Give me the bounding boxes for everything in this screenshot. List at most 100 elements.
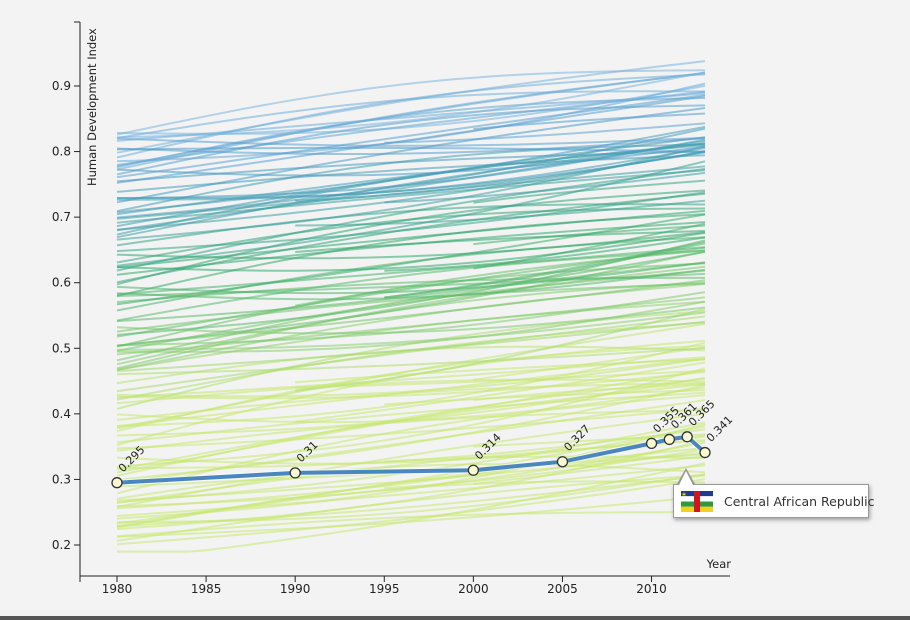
- background-series-line: [116, 231, 706, 260]
- background-series-line: [116, 250, 706, 347]
- y-axis-title: Human Development Index: [85, 28, 99, 186]
- background-series-line: [116, 82, 706, 163]
- background-series-line: [116, 142, 706, 239]
- x-tick-label: 2000: [458, 582, 489, 596]
- background-series-line: [116, 474, 706, 528]
- background-series-line: [116, 279, 706, 347]
- background-series-line: [295, 199, 706, 227]
- y-tick-label: 0.7: [52, 210, 71, 224]
- tooltip-caret-fill: [679, 471, 693, 485]
- background-series-line: [116, 371, 706, 400]
- background-series-line: [116, 347, 706, 376]
- background-series-line: [116, 407, 706, 450]
- country-tooltip: Central African Republic: [673, 484, 874, 518]
- y-tick-label: 0.8: [52, 145, 71, 159]
- x-tick-label: 2010: [636, 582, 667, 596]
- background-series-line: [117, 151, 706, 199]
- highlight-point[interactable]: [645, 437, 658, 450]
- background-series-line: [116, 386, 706, 424]
- background-series-line: [116, 511, 706, 538]
- background-series-line: [116, 320, 706, 373]
- background-series-line: [116, 145, 706, 177]
- x-tick-label: 2005: [547, 582, 578, 596]
- background-series-line: [116, 451, 706, 502]
- y-tick-label: 0.2: [52, 538, 71, 552]
- background-series-line: [116, 315, 706, 393]
- background-series-line: [116, 478, 706, 546]
- background-series-line: [116, 71, 706, 139]
- y-tick-label: 0.6: [52, 276, 71, 290]
- background-series-line: [116, 246, 706, 296]
- background-series-line: [384, 171, 706, 204]
- background-series-line: [116, 428, 706, 470]
- background-series-line: [295, 262, 706, 307]
- x-tick-label: 1995: [369, 582, 400, 596]
- x-tick-label: 1980: [102, 582, 133, 596]
- y-tick-label: 0.5: [52, 341, 71, 355]
- background-series-line: [473, 112, 706, 130]
- tooltip-country-name: Central African Republic: [724, 494, 875, 509]
- background-series-line: [116, 146, 706, 153]
- background-series-line: [116, 382, 706, 421]
- background-series-line: [295, 369, 706, 389]
- background-series-line: [116, 311, 706, 351]
- background-series-line: [116, 71, 706, 167]
- highlight-point[interactable]: [681, 431, 693, 443]
- background-series-line: [116, 495, 706, 538]
- central-african-republic-flag: [681, 491, 713, 512]
- background-series-line: [116, 378, 706, 405]
- background-series-line: [384, 448, 706, 490]
- background-series-line: [116, 272, 706, 298]
- highlight-value-label: 0.31: [294, 438, 321, 465]
- background-series-line: [384, 389, 706, 406]
- background-series-line: [116, 423, 706, 520]
- highlight-point[interactable]: [663, 433, 676, 446]
- background-series-line: [116, 282, 706, 333]
- background-series-line: [116, 268, 706, 301]
- background-series-line: [116, 138, 706, 200]
- highlight-point[interactable]: [289, 467, 301, 479]
- background-series-line: [473, 179, 706, 204]
- background-series-line: [116, 434, 706, 465]
- highlight-point[interactable]: [467, 464, 480, 476]
- background-series-line: [116, 191, 706, 253]
- axes: 0.2 0.3 0.4 0.5 0.6 0.7 0.8 0.9 1980 1985 1990 199…: [52, 21, 732, 596]
- background-series-line: [116, 231, 706, 272]
- background-series-line: [116, 69, 706, 136]
- background-series-line: [473, 455, 706, 485]
- background-series-line: [295, 229, 706, 253]
- background-series-line: [116, 93, 706, 179]
- background-series-line: [295, 361, 706, 423]
- background-series-line: [116, 344, 706, 433]
- background-series-line: [116, 463, 706, 500]
- highlight-point[interactable]: [556, 456, 569, 468]
- background-series-line: [116, 358, 706, 398]
- background-series-line: [116, 384, 706, 481]
- y-tick-label: 0.3: [52, 472, 71, 486]
- background-series-line: [116, 249, 706, 322]
- background-series-line: [295, 358, 706, 384]
- background-series-line: [116, 137, 706, 155]
- highlight-point[interactable]: [699, 446, 711, 459]
- x-tick-label: 1990: [280, 582, 311, 596]
- bottom-rule: [0, 616, 910, 620]
- highlight-point[interactable]: [111, 477, 123, 489]
- background-series-line: [116, 409, 706, 452]
- background-series-line: [116, 250, 706, 323]
- background-series-line: [116, 341, 706, 428]
- background-series-line: [384, 122, 706, 144]
- background-series: [116, 60, 706, 553]
- x-axis-title: Year: [706, 557, 732, 571]
- y-tick-label: 0.9: [52, 79, 71, 93]
- background-series-line: [116, 169, 706, 224]
- background-series-line: [384, 236, 706, 272]
- y-tick-label: 0.4: [52, 407, 71, 421]
- background-series-line: [116, 464, 706, 517]
- background-series-line: [116, 269, 706, 352]
- background-series-line: [116, 261, 706, 295]
- x-tick-label: 1985: [191, 582, 222, 596]
- background-series-line: [116, 306, 706, 335]
- background-series-line: [116, 136, 706, 147]
- highlight-value-label: 0.341: [704, 413, 735, 444]
